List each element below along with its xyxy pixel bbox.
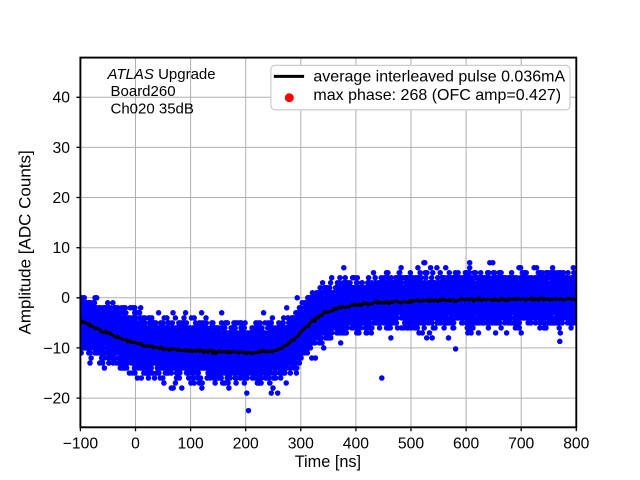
svg-text:max phase: 268 (OFC amp=0.427): max phase: 268 (OFC amp=0.427) <box>313 87 561 104</box>
svg-text:600: 600 <box>453 436 479 453</box>
svg-text:Board260: Board260 <box>111 83 176 100</box>
svg-text:average interleaved pulse 0.03: average interleaved pulse 0.036mA <box>313 69 565 86</box>
svg-text:500: 500 <box>398 436 424 453</box>
svg-text:−100: −100 <box>63 436 99 453</box>
svg-text:Time [ns]: Time [ns] <box>295 453 361 471</box>
svg-text:Amplitude [ADC Counts]: Amplitude [ADC Counts] <box>16 150 35 334</box>
svg-text:10: 10 <box>53 240 71 257</box>
svg-text:200: 200 <box>233 436 259 453</box>
svg-text:300: 300 <box>288 436 314 453</box>
svg-text:800: 800 <box>563 436 589 453</box>
svg-text:20: 20 <box>53 190 71 207</box>
svg-text:−10: −10 <box>43 340 70 357</box>
svg-text:400: 400 <box>343 436 369 453</box>
svg-text:0: 0 <box>61 290 70 307</box>
svg-text:Ch020 35dB: Ch020 35dB <box>111 101 194 118</box>
svg-text:−20: −20 <box>43 391 70 408</box>
svg-text:ATLAS Upgrade: ATLAS Upgrade <box>107 66 216 83</box>
svg-text:30: 30 <box>53 140 71 157</box>
svg-text:700: 700 <box>508 436 534 453</box>
svg-text:0: 0 <box>131 436 140 453</box>
svg-text:100: 100 <box>178 436 204 453</box>
svg-text:40: 40 <box>53 90 71 107</box>
